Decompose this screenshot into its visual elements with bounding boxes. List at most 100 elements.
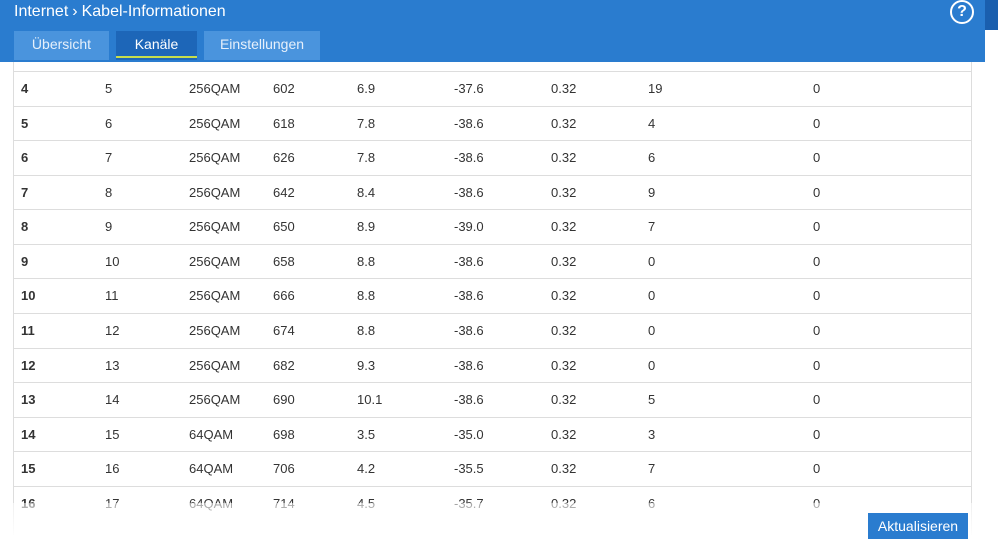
table-cell: -35.0 [454,426,484,442]
refresh-button[interactable]: Aktualisieren [868,513,968,539]
table-cell: 256QAM [189,219,241,235]
table-cell: 256QAM [189,115,241,131]
table-cell: -38.6 [454,288,484,304]
table-cell: 0 [813,357,821,373]
table-cell: 3 [648,426,656,442]
table-cell: 7 [648,219,656,235]
table-cell: 0 [813,288,821,304]
table-row: 13 14 256QAM 690 10.1 -38.6 0.32 5 0 [14,382,971,417]
table-row: 11 12 256QAM 674 8.8 -38.6 0.32 0 0 [14,313,971,348]
table-cell: 0 [813,392,821,408]
table-cell: 0 [648,288,656,304]
table-cell: 0 [648,323,656,339]
table-row: 15 16 64QAM 706 4.2 -35.5 0.32 7 0 [14,451,971,486]
table-cell: 0 [813,184,821,200]
table-cell: 0.32 [551,219,577,235]
help-button[interactable]: ? [950,0,974,24]
bottom-fade [0,503,985,535]
table-cell: 0.32 [551,81,577,96]
table-cell: 602 [273,81,295,96]
table-cell: 8.4 [357,184,376,200]
table-cell: 5 [21,115,29,131]
tab[interactable]: Einstellungen [204,31,320,60]
table-cell: -35.5 [454,461,484,477]
table-cell: 8 [105,184,113,200]
breadcrumb-separator: › [72,3,78,20]
table-cell: 9 [648,184,656,200]
table-cell: 8.8 [357,253,376,269]
table-cell: 618 [273,115,295,131]
header-corner [985,0,998,30]
table-cell: 3.5 [357,426,376,442]
table-cell: 14 [105,392,120,408]
table-cell: 674 [273,323,295,339]
tab[interactable]: Übersicht [14,31,109,60]
table-cell: 15 [105,426,120,442]
table-cell: 682 [273,357,295,373]
breadcrumb-item[interactable]: Internet [14,3,69,20]
table-cell: 0.32 [551,150,577,166]
table-cell: 0.32 [551,323,577,339]
table-cell: 0 [813,150,821,166]
table-cell: 256QAM [189,357,241,373]
header: Internet › Kabel-Informationen ? Übersicht… [0,0,985,62]
breadcrumb-item: Kabel-Informationen [81,3,226,20]
table-cell: 0.32 [551,461,577,477]
table-cell: 0 [648,253,656,269]
table-cell: -38.6 [454,357,484,373]
table-cell: 0 [813,219,821,235]
table-cell: 9 [105,219,113,235]
table-cell: 6 [648,150,656,166]
table-cell: 7 [21,184,29,200]
table-cell: 16 [105,461,120,477]
table-cell: 64QAM [189,426,234,442]
table-cell: 0 [813,115,821,131]
table-row: 6 7 256QAM 626 7.8 -38.6 0.32 6 0 [14,140,971,175]
table-cell: 0 [813,323,821,339]
table-cell: 0 [813,461,821,477]
table-cell: -38.6 [454,115,484,131]
table-cell: 12 [21,357,36,373]
table-cell: 64QAM [189,461,234,477]
table-cell: 256QAM [189,184,241,200]
table-cell: 6 [21,150,29,166]
table-cell: 0 [648,357,656,373]
table-cell: 4.2 [357,461,376,477]
table-cell: -38.6 [454,392,484,408]
table-cell: 12 [105,323,120,339]
table-cell: 10 [21,288,36,304]
table-cell: 6.9 [357,81,376,96]
table-cell: -38.6 [454,253,484,269]
table-cell: 0.32 [551,288,577,304]
table-row: 14 15 64QAM 698 3.5 -35.0 0.32 3 0 [14,416,971,452]
table-cell: 642 [273,184,295,200]
tab-active[interactable]: Kanäle [116,31,197,60]
table-cell: 4 [648,115,656,131]
table-cell: 658 [273,253,295,269]
breadcrumb: Internet › Kabel-Informationen [14,2,226,22]
table-cell: 7.8 [357,115,376,131]
table-cell: 9 [21,253,29,269]
table-cell: 8 [21,219,29,235]
table-cell: 0.32 [551,184,577,200]
table-cell: 0.32 [551,357,577,373]
table-cell: 0 [813,81,821,96]
table-cell: 256QAM [189,253,241,269]
table-cell: 8.8 [357,288,376,304]
table-cell: 650 [273,219,295,235]
table-cell: 9.3 [357,357,376,373]
table-cell: -37.6 [454,81,484,96]
table-cell: 10 [105,253,120,269]
table-cell: 5 [648,392,656,408]
table-cell: 6 [105,115,113,131]
table-cell: 8.9 [357,219,376,235]
table-cell: 5 [105,81,113,96]
table-cell: 7 [648,461,656,477]
table-cell: 13 [21,392,36,408]
table-cell: 10.1 [357,392,383,408]
table-cell: -38.6 [454,184,484,200]
table-cell: 626 [273,150,295,166]
table-cell: -39.0 [454,219,484,235]
table-cell: 690 [273,392,295,408]
